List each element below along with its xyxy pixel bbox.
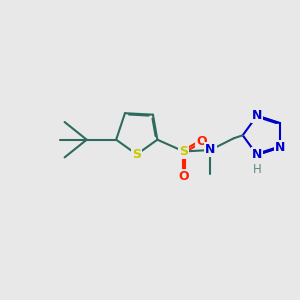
Text: N: N [205, 143, 215, 157]
Text: S: S [179, 145, 188, 158]
Text: N: N [252, 109, 262, 122]
Text: S: S [132, 148, 141, 161]
Text: H: H [253, 163, 261, 176]
Text: N: N [252, 148, 262, 161]
Text: N: N [275, 141, 285, 154]
Text: O: O [178, 170, 189, 183]
Text: O: O [196, 135, 207, 148]
